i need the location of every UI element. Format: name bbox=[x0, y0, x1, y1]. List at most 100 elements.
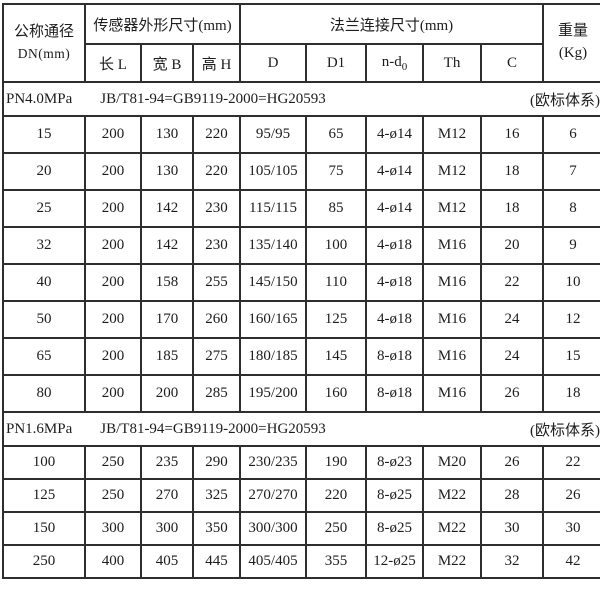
table-cell: 250 bbox=[84, 445, 142, 480]
table-cell: M16 bbox=[422, 337, 482, 376]
table-cell: 142 bbox=[140, 226, 194, 265]
table-cell: 6 bbox=[542, 115, 600, 154]
table-cell: 18 bbox=[542, 374, 600, 413]
table-cell: 115/115 bbox=[239, 189, 307, 228]
header-width: 宽 B bbox=[140, 43, 194, 83]
table-cell: 12-ø25 bbox=[365, 544, 424, 579]
table-cell: 130 bbox=[140, 152, 194, 191]
table-cell: 26 bbox=[479, 374, 545, 413]
table-cell: 20 bbox=[2, 152, 86, 191]
table-cell: M16 bbox=[422, 300, 482, 339]
table-cell: 135/140 bbox=[239, 226, 307, 265]
table-cell: 350 bbox=[192, 511, 241, 546]
table-cell: M12 bbox=[422, 152, 482, 191]
pressure-section-cell: PN1.6MPa JB/T81-94=GB9119-2000=HG20593 (… bbox=[1, 411, 600, 447]
table-cell: 220 bbox=[192, 152, 241, 191]
table-cell: 110 bbox=[305, 263, 367, 302]
header-length: 长 L bbox=[84, 43, 142, 83]
table-cell: 26 bbox=[479, 445, 545, 480]
header-c: C bbox=[479, 43, 545, 83]
table-cell: 100 bbox=[305, 226, 367, 265]
table-cell: 200 bbox=[84, 374, 142, 413]
table-cell: 4-ø14 bbox=[365, 115, 424, 154]
table-cell: M16 bbox=[422, 263, 482, 302]
header-sensor-dimensions-group: 传感器外形尺寸(mm) bbox=[84, 3, 241, 45]
table-cell: 200 bbox=[84, 189, 142, 228]
table-cell: 125 bbox=[2, 478, 86, 513]
table-cell: M20 bbox=[422, 445, 482, 480]
table-cell: 160 bbox=[305, 374, 367, 413]
dimension-spec-table: 公称通径 DN(mm) 传感器外形尺寸(mm) 法兰连接尺寸(mm) 重量 (K… bbox=[1, 3, 600, 579]
table-cell: 195/200 bbox=[239, 374, 307, 413]
table-cell: 22 bbox=[542, 445, 600, 480]
table-row-dn-40: 40 200 158 255 145/150 110 4-ø18 M16 22 10 bbox=[2, 263, 600, 302]
table-cell: 145 bbox=[305, 337, 367, 376]
table-cell: 12 bbox=[542, 300, 600, 339]
table-cell: 8-ø25 bbox=[365, 511, 424, 546]
table-cell: 200 bbox=[84, 152, 142, 191]
table-cell: 4-ø18 bbox=[365, 263, 424, 302]
section-pressure-rating: PN4.0MPa bbox=[6, 90, 73, 107]
table-cell: 275 bbox=[192, 337, 241, 376]
pressure-section-row: PN4.0MPa JB/T81-94=GB9119-2000=HG20593 (… bbox=[1, 81, 600, 117]
table-cell: 25 bbox=[2, 189, 86, 228]
table-cell: 235 bbox=[140, 445, 194, 480]
table-cell: 8 bbox=[542, 189, 600, 228]
table-row-dn-100: 100 250 235 290 230/235 190 8-ø23 M20 26 22 bbox=[2, 445, 600, 480]
table-cell: 130 bbox=[140, 115, 194, 154]
table-cell: M22 bbox=[422, 544, 482, 579]
table-cell: M16 bbox=[422, 374, 482, 413]
table-cell: 185 bbox=[140, 337, 194, 376]
header-d: D bbox=[239, 43, 307, 83]
header-d1: D1 bbox=[305, 43, 367, 83]
table-cell: 65 bbox=[2, 337, 86, 376]
table-cell: 200 bbox=[84, 337, 142, 376]
table-cell: 32 bbox=[2, 226, 86, 265]
table-row-dn-65: 65 200 185 275 180/185 145 8-ø18 M16 24 15 bbox=[2, 337, 600, 376]
table-cell: 150 bbox=[2, 511, 86, 546]
table-row-dn-125: 125 250 270 325 270/270 220 8-ø25 M22 28 26 bbox=[2, 478, 600, 513]
table-cell: 8-ø23 bbox=[365, 445, 424, 480]
table-cell: 75 bbox=[305, 152, 367, 191]
table-cell: 42 bbox=[542, 544, 600, 579]
table-cell: 230/235 bbox=[239, 445, 307, 480]
table-cell: 158 bbox=[140, 263, 194, 302]
table-cell: 18 bbox=[479, 189, 545, 228]
table-cell: 405 bbox=[140, 544, 194, 579]
table-cell: 405/405 bbox=[239, 544, 307, 579]
table-cell: 8-ø18 bbox=[365, 374, 424, 413]
table-cell: 230 bbox=[192, 226, 241, 265]
table-cell: 300 bbox=[84, 511, 142, 546]
header-flange-dimensions-group: 法兰连接尺寸(mm) bbox=[238, 3, 545, 45]
table-cell: 125 bbox=[305, 300, 367, 339]
table-cell: 7 bbox=[542, 152, 600, 191]
table-cell: 18 bbox=[479, 152, 545, 191]
table-cell: 220 bbox=[192, 115, 241, 154]
header-weight: 重量 (Kg) bbox=[542, 3, 600, 83]
table-cell: 4-ø18 bbox=[365, 226, 424, 265]
table-cell: 24 bbox=[479, 337, 545, 376]
header-weight-unit: (Kg) bbox=[558, 45, 588, 61]
table-cell: M16 bbox=[422, 226, 482, 265]
table-cell: 255 bbox=[192, 263, 241, 302]
table-cell: 50 bbox=[2, 300, 86, 339]
table-cell: 16 bbox=[479, 115, 545, 154]
table-cell: 160/165 bbox=[239, 300, 307, 339]
table-cell: 10 bbox=[542, 263, 600, 302]
table-cell: 24 bbox=[479, 300, 545, 339]
table-cell: 20 bbox=[479, 226, 545, 265]
table-cell: 4-ø14 bbox=[365, 189, 424, 228]
section-standard-note: (欧标体系) bbox=[530, 92, 600, 109]
table-cell: 145/150 bbox=[239, 263, 307, 302]
table-cell: 445 bbox=[192, 544, 241, 579]
table-cell: 250 bbox=[2, 544, 86, 579]
table-cell: 270 bbox=[140, 478, 194, 513]
table-row-dn-20: 20 200 130 220 105/105 75 4-ø14 M12 18 7 bbox=[2, 152, 600, 191]
table-cell: 8-ø18 bbox=[365, 337, 424, 376]
table-cell: 9 bbox=[542, 226, 600, 265]
table-cell: 32 bbox=[479, 544, 545, 579]
header-nominal-diameter-cn: 公称通径 bbox=[13, 24, 74, 41]
header-weight-cn: 重量 bbox=[558, 23, 589, 40]
table-cell: 30 bbox=[542, 511, 600, 546]
